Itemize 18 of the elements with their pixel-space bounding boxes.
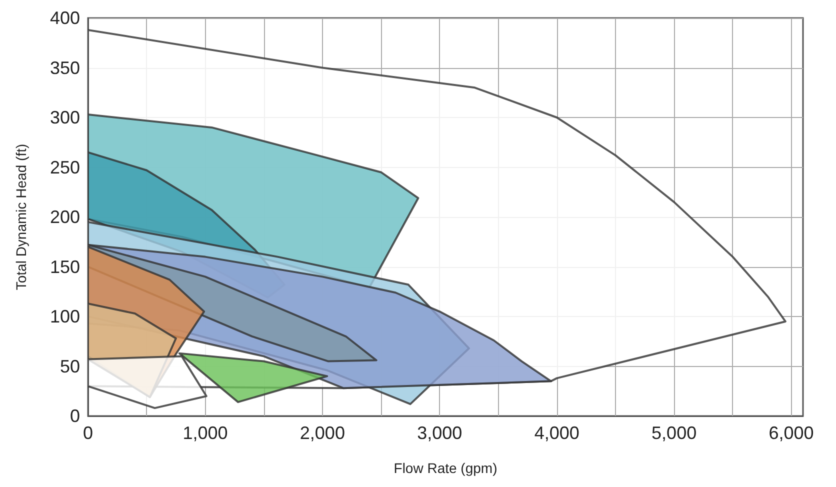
x-tick-label: 4,000: [534, 423, 580, 443]
x-tick-label: 0: [82, 423, 94, 443]
x-tick-label: 5,000: [652, 423, 697, 443]
y-tick-label: 100: [50, 306, 80, 326]
x-axis-title: Flow Rate (gpm): [394, 460, 498, 476]
y-tick-label: 0: [70, 406, 80, 426]
y-tick-label: 50: [60, 356, 80, 376]
x-tick-label: 1,000: [182, 423, 228, 443]
y-tick-label: 350: [50, 58, 80, 78]
y-tick-label: 400: [50, 8, 80, 28]
y-tick-label: 150: [50, 256, 80, 277]
x-tick-label: 3,000: [417, 423, 462, 443]
y-tick-label: 250: [50, 157, 80, 178]
y-tick-label: 200: [50, 207, 80, 227]
y-axis-title: Total Dynamic Head (ft): [13, 144, 29, 290]
x-tick-label: 6,000: [768, 423, 814, 443]
y-tick-label: 300: [50, 108, 80, 128]
x-tick-label: 2,000: [300, 423, 345, 443]
